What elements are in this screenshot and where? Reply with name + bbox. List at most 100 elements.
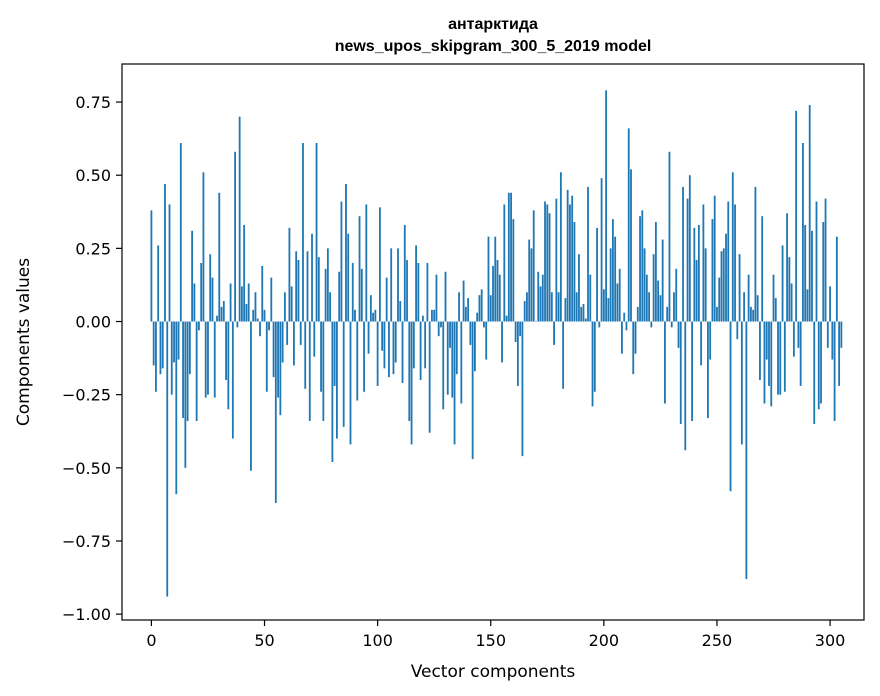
bar: [324, 268, 327, 322]
bar: [623, 312, 626, 322]
bar: [182, 321, 184, 419]
bar: [270, 277, 273, 322]
x-axis-label: Vector components: [411, 662, 576, 682]
bar: [272, 321, 275, 378]
bar: [367, 321, 370, 354]
bar: [734, 204, 736, 322]
bar: [345, 183, 347, 322]
bar: [496, 260, 499, 322]
bar: [227, 321, 230, 410]
bar: [426, 262, 429, 322]
bar: [602, 289, 605, 322]
bar: [184, 321, 187, 468]
plot-frame: [121, 63, 865, 621]
bar: [587, 186, 589, 322]
bar: [747, 274, 750, 322]
bar: [424, 321, 427, 369]
bar: [564, 298, 567, 322]
bar: [236, 321, 239, 328]
x-tick-label: 250: [702, 631, 733, 650]
bar: [195, 321, 198, 422]
bar: [535, 321, 537, 323]
bar: [394, 321, 397, 363]
bar: [369, 295, 372, 322]
bar: [808, 104, 811, 322]
bar: [159, 321, 162, 375]
bar: [555, 198, 558, 322]
bar: [813, 321, 816, 424]
bar: [636, 306, 639, 322]
bar: [720, 251, 723, 322]
bar: [403, 224, 406, 322]
bar: [598, 321, 601, 328]
bar: [686, 198, 689, 322]
bar: [315, 143, 318, 322]
y-tick-label: −0.75: [62, 532, 111, 551]
bar: [349, 321, 352, 445]
bar: [340, 201, 343, 322]
bar: [831, 321, 834, 360]
bar: [596, 227, 598, 322]
bar: [505, 315, 508, 322]
bar: [204, 321, 207, 398]
y-tick-label: 0.75: [75, 93, 111, 112]
bar: [691, 321, 693, 422]
bar: [198, 321, 200, 331]
bar: [268, 321, 270, 331]
bar: [621, 321, 623, 354]
bar: [442, 321, 445, 410]
bar: [437, 321, 440, 337]
bar: [781, 245, 784, 322]
bar: [503, 204, 506, 322]
bar: [668, 151, 671, 322]
chart-title: антарктида: [448, 16, 538, 33]
bar: [815, 201, 818, 322]
bar: [207, 321, 209, 395]
bar: [526, 292, 528, 322]
bar: [756, 295, 759, 322]
bar: [166, 321, 169, 597]
bar: [783, 321, 786, 392]
bar: [639, 216, 641, 322]
bar: [250, 321, 252, 471]
bar: [489, 295, 492, 322]
bar: [645, 274, 648, 322]
bar: [630, 169, 632, 322]
bar: [820, 321, 822, 404]
bar: [157, 245, 160, 322]
bar: [211, 277, 214, 322]
bar: [711, 219, 714, 322]
bar: [546, 204, 549, 322]
bar: [338, 271, 341, 322]
bar: [802, 143, 804, 322]
bar: [186, 321, 189, 422]
bar: [238, 116, 241, 322]
bar: [399, 301, 402, 322]
bar: [675, 268, 678, 322]
bar: [302, 143, 304, 322]
bar: [435, 274, 438, 322]
bar: [521, 321, 524, 457]
bar: [557, 292, 560, 322]
x-tick-label: 50: [254, 631, 274, 650]
bar: [449, 321, 451, 348]
bar: [670, 321, 673, 328]
bar: [259, 321, 261, 337]
bar: [483, 321, 485, 328]
bar: [378, 207, 381, 322]
bar: [326, 248, 329, 322]
bar: [754, 186, 757, 322]
bar: [530, 248, 533, 322]
bar: [397, 248, 399, 322]
bar: [713, 195, 716, 322]
bar: [308, 321, 311, 422]
bar: [589, 274, 592, 322]
bar: [252, 309, 255, 322]
bar: [351, 262, 354, 322]
bar: [469, 321, 472, 345]
bar: [657, 280, 660, 322]
bar: [817, 321, 820, 410]
bar: [358, 216, 361, 322]
bar: [261, 265, 264, 322]
